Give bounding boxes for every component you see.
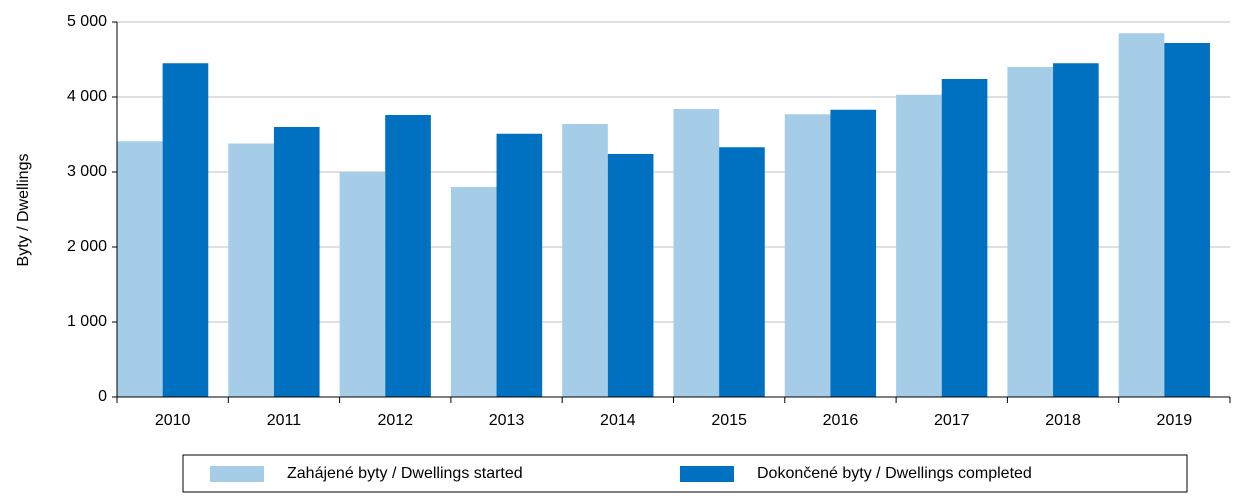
bar (673, 109, 720, 397)
y-tick-label: 2 000 (67, 238, 107, 255)
y-tick-label: 5 000 (67, 13, 107, 30)
x-tick-label: 2010 (155, 412, 191, 429)
bar (162, 63, 209, 397)
bar (117, 141, 163, 397)
bar (273, 127, 320, 397)
bar (1007, 67, 1054, 397)
bar (1118, 33, 1165, 397)
bar (385, 115, 431, 397)
bar (496, 133, 543, 397)
y-axis-label: Byty / Dwellings (15, 154, 32, 267)
x-tick-label: 2017 (934, 412, 970, 429)
y-tick-label: 3 000 (67, 163, 107, 180)
bar (896, 94, 942, 397)
bar (450, 187, 497, 397)
bar (1053, 63, 1099, 397)
bar (830, 109, 877, 397)
bar (339, 172, 386, 397)
bar (562, 124, 608, 397)
bar (228, 143, 274, 397)
y-tick-label: 1 000 (67, 313, 107, 330)
legend-label: Zahájené byty / Dwellings started (287, 465, 523, 482)
y-tick-label: 4 000 (67, 88, 107, 105)
legend-label: Dokončené byty / Dwellings completed (757, 465, 1032, 482)
bar (719, 147, 765, 397)
legend-swatch (680, 466, 734, 482)
x-tick-label: 2015 (711, 412, 747, 429)
x-tick-label: 2014 (600, 412, 636, 429)
x-tick-label: 2012 (377, 412, 413, 429)
bar (1164, 43, 1210, 397)
x-tick-label: 2018 (1045, 412, 1081, 429)
x-tick-label: 2013 (489, 412, 525, 429)
bar (607, 154, 654, 397)
bar (941, 79, 988, 397)
legend-box (182, 454, 1188, 493)
x-tick-label: 2019 (1157, 412, 1193, 429)
bar (784, 114, 831, 397)
x-tick-label: 2016 (823, 412, 859, 429)
y-tick-label: 0 (98, 388, 107, 405)
x-tick-label: 2011 (267, 412, 302, 429)
legend-swatch (210, 466, 264, 482)
